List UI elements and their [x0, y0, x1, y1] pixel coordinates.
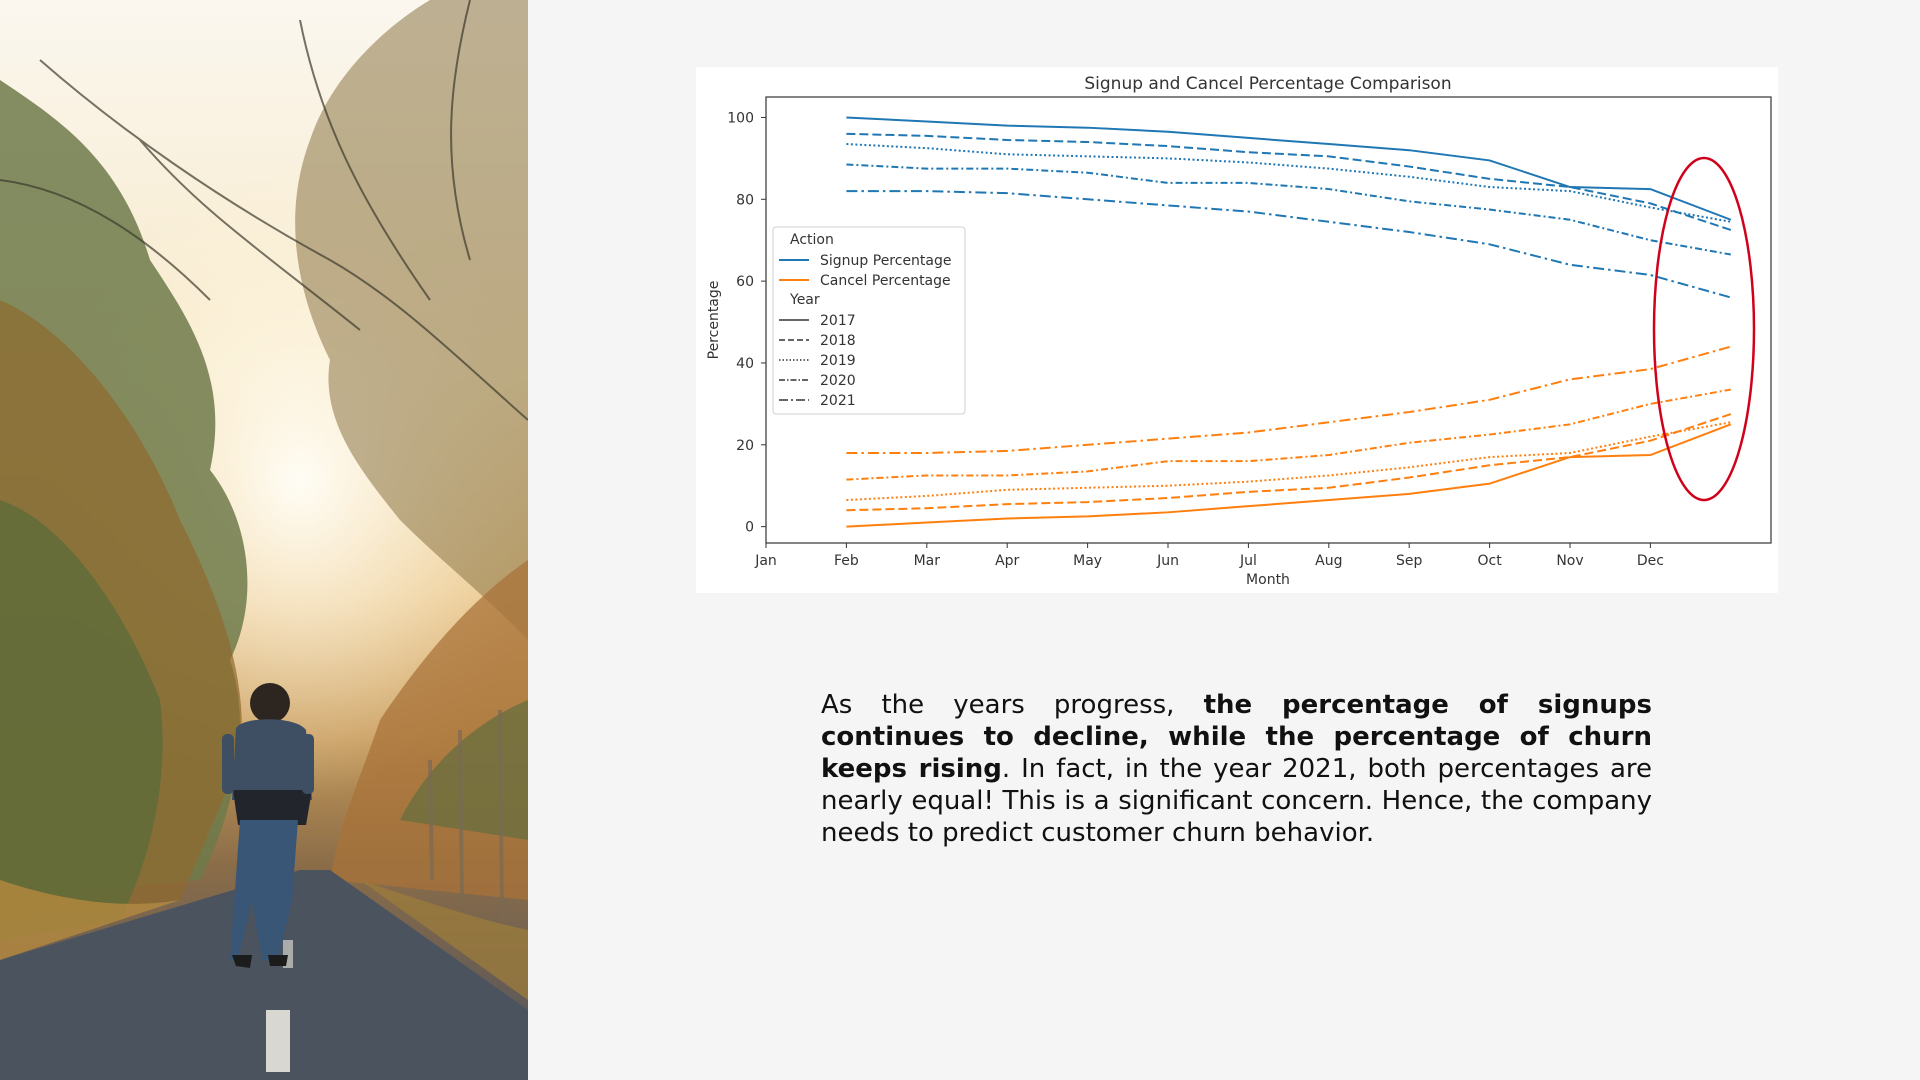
highlight-ellipse — [1652, 156, 1756, 502]
signup-line-2019 — [846, 143, 1731, 223]
legend-cancel: Cancel Percentage — [820, 273, 951, 289]
y-tick-label: 40 — [736, 356, 754, 372]
x-tick-label: Jan — [754, 553, 777, 569]
legend-year-2018: 2018 — [820, 333, 856, 349]
legend-year-2017: 2017 — [820, 313, 856, 329]
legend-year-2021: 2021 — [820, 393, 856, 409]
x-tick-label: Mar — [914, 553, 941, 569]
plot-frame — [765, 96, 1772, 544]
x-tick-label: Aug — [1315, 553, 1342, 569]
legend-year-2019: 2019 — [820, 353, 856, 369]
x-tick-label: Dec — [1637, 553, 1664, 569]
x-tick-label: Jul — [1239, 553, 1257, 569]
caption-bold: the percentage of signups continues to d… — [821, 690, 1652, 784]
y-tick-label: 100 — [727, 110, 754, 126]
y-tick-label: 20 — [736, 438, 754, 454]
road-photo — [0, 0, 528, 1080]
y-axis-title: Percentage — [706, 281, 722, 360]
signup-line-2018 — [846, 132, 1732, 231]
legend-signup: Signup Percentage — [820, 253, 952, 269]
line-chart: Signup and Cancel Percentage Comparison … — [706, 74, 1772, 588]
caption-text: As the years progress, the percentage of… — [821, 689, 1652, 849]
x-axis-title: Month — [1246, 572, 1290, 588]
cancel-line-2017 — [846, 423, 1732, 528]
x-tick-label: Apr — [995, 553, 1019, 569]
y-tick-label: 80 — [736, 192, 754, 208]
cancel-line-2020 — [846, 388, 1731, 481]
cancel-line-2019 — [846, 421, 1731, 502]
cancel-line-2021 — [846, 345, 1732, 454]
chart-card: Signup and Cancel Percentage Comparison … — [696, 67, 1778, 593]
cancel-line-2018 — [846, 413, 1732, 512]
x-tick-label: May — [1073, 553, 1102, 569]
x-tick-label: Oct — [1477, 553, 1502, 569]
x-tick-label: Jun — [1156, 553, 1179, 569]
x-tick-label: Feb — [834, 553, 859, 569]
caption-part1: As the years progress, — [821, 690, 1204, 720]
legend: Action Signup Percentage Cancel Percenta… — [772, 226, 966, 415]
chart-title: Signup and Cancel Percentage Comparison — [1084, 74, 1451, 94]
legend-action-title: Action — [790, 232, 834, 248]
x-tick-label: Nov — [1556, 553, 1583, 569]
x-tick-label: Sep — [1396, 553, 1423, 569]
caption-part2: . In fact, in the year 2021, both percen… — [821, 754, 1652, 848]
signup-line-2017 — [846, 116, 1732, 221]
y-tick-label: 60 — [736, 274, 754, 290]
walking-person — [222, 683, 314, 968]
signup-line-2020 — [846, 163, 1731, 256]
signup-line-2021 — [846, 190, 1732, 299]
legend-box — [772, 226, 966, 415]
legend-year-title: Year — [789, 292, 820, 308]
y-tick-label: 0 — [745, 520, 754, 536]
legend-year-2020: 2020 — [820, 373, 856, 389]
